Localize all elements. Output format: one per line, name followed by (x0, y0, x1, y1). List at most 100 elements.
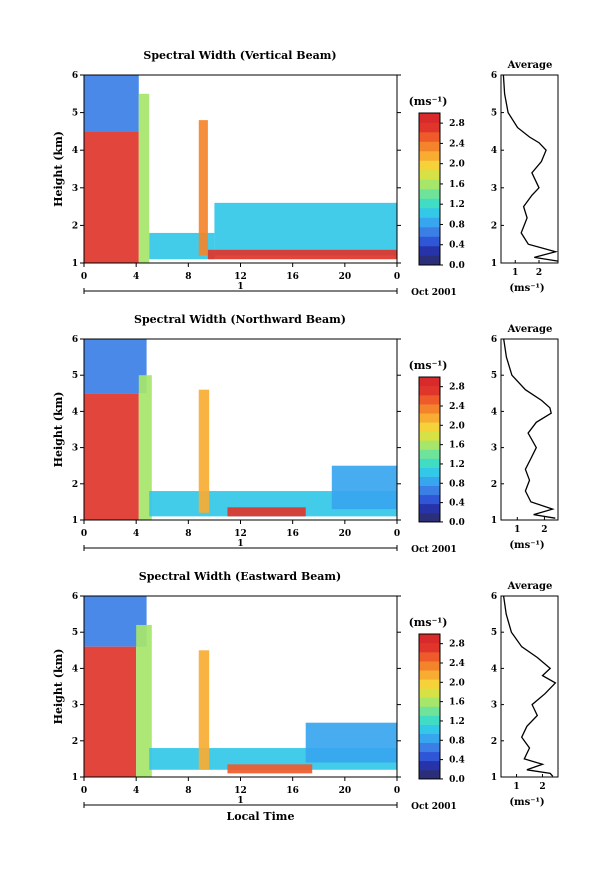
date-label: Oct 2001 (411, 545, 457, 555)
heatmap-cell-1 (84, 646, 137, 777)
colorbar-segment (419, 141, 440, 152)
x-tick-label: 0 (81, 272, 87, 282)
average-y-tick-label: 6 (491, 592, 497, 602)
colorbar-label: 2.0 (449, 421, 465, 431)
x-tick-label: 0 (81, 529, 87, 539)
colorbar-label: 2.4 (449, 139, 465, 149)
colorbar-segment (419, 179, 440, 190)
colorbar-unit: (ms⁻¹) (409, 95, 448, 108)
panel-title: Spectral Width (Vertical Beam) (143, 49, 336, 62)
colorbar-label: 0.8 (449, 479, 465, 489)
heatmap-cell-4 (198, 650, 210, 770)
date-label: Oct 2001 (411, 802, 457, 812)
colorbar-label: 0.0 (449, 775, 465, 785)
y-tick-label: 1 (72, 773, 78, 783)
colorbar-unit: (ms⁻¹) (409, 359, 448, 372)
x-axis-label: Local Time (227, 810, 295, 823)
colorbar-label: 0.0 (449, 518, 465, 528)
colorbar-unit: (ms⁻¹) (409, 616, 448, 629)
average-x-axis-label: (ms⁻¹) (509, 797, 544, 808)
colorbar-segment (419, 377, 440, 387)
x-tick-label: 8 (185, 272, 191, 282)
panel-2: Spectral Width (Northward Beam)123456Hei… (52, 313, 559, 555)
average-title: Average (507, 581, 553, 592)
x-tick-label: 16 (286, 786, 299, 796)
colorbar-segment (419, 217, 440, 228)
colorbar-segment (419, 440, 440, 450)
average-frame (500, 595, 559, 778)
colorbar-segment (419, 706, 440, 716)
x-tick-label: 20 (339, 272, 352, 282)
colorbar-label: 2.0 (449, 160, 465, 170)
y-tick-label: 4 (72, 146, 78, 156)
heatmap-cell-1 (84, 131, 139, 263)
colorbar-segment (419, 697, 440, 707)
y-tick-label: 3 (72, 701, 78, 711)
colorbar-segment (419, 422, 440, 432)
average-y-tick-label: 2 (491, 480, 497, 490)
average-x-tick-label: 1 (512, 268, 518, 278)
colorbar-segment (419, 413, 440, 423)
colorbar-segment (419, 652, 440, 662)
colorbar-label: 1.2 (449, 460, 465, 470)
colorbar-segment (419, 236, 440, 247)
average-y-tick-label: 1 (491, 773, 497, 783)
y-tick-label: 1 (72, 259, 78, 269)
x-tick-label: 0 (394, 529, 400, 539)
average-y-tick-label: 3 (491, 444, 497, 454)
colorbar-frame (418, 112, 441, 266)
colorbar-label: 0.8 (449, 220, 465, 230)
colorbar-segment (419, 503, 440, 514)
colorbar-segment (419, 715, 440, 725)
colorbar-label: 2.8 (449, 383, 465, 393)
y-tick-label: 3 (72, 444, 78, 454)
colorbar-segment (419, 512, 440, 523)
colorbar-segment (419, 151, 440, 161)
average-y-tick-label: 3 (491, 701, 497, 711)
average-x-tick-label: 2 (541, 525, 547, 535)
x-tick-label: 0 (394, 786, 400, 796)
date-marker: 1 (237, 539, 243, 549)
y-tick-label: 6 (72, 71, 78, 81)
colorbar-segment (419, 733, 440, 743)
average-y-tick-label: 1 (491, 516, 497, 526)
average-y-tick-label: 4 (491, 407, 497, 417)
colorbar-label: 2.8 (449, 119, 465, 129)
colorbar-segment (419, 208, 440, 218)
average-y-tick-label: 3 (491, 184, 497, 194)
y-tick-label: 6 (72, 335, 78, 345)
colorbar-label: 0.4 (449, 756, 465, 766)
average-x-axis-label: (ms⁻¹) (509, 540, 544, 551)
date-marker: 1 (237, 282, 243, 292)
colorbar-segment (419, 160, 440, 171)
colorbar-segment (419, 386, 440, 396)
colorbar-label: 0.4 (449, 499, 465, 509)
y-tick-label: 2 (72, 221, 78, 231)
average-x-tick-label: 2 (536, 268, 542, 278)
x-tick-label: 4 (133, 272, 139, 282)
y-axis-label: Height (km) (52, 392, 65, 468)
heatmap-cell-2 (136, 624, 152, 777)
heatmap-cell-6 (331, 465, 397, 510)
date-label: Oct 2001 (411, 288, 457, 298)
y-tick-label: 5 (72, 628, 78, 638)
average-y-tick-label: 2 (491, 221, 497, 231)
x-tick-label: 0 (394, 272, 400, 282)
average-profile-line (503, 338, 556, 519)
y-tick-label: 3 (72, 184, 78, 194)
colorbar-segment (419, 476, 440, 486)
colorbar-segment (419, 760, 440, 771)
panel-title: Spectral Width (Northward Beam) (134, 313, 346, 326)
heatmap-cell-4 (198, 389, 210, 513)
average-title: Average (507, 324, 553, 335)
colorbar-segment (419, 227, 440, 237)
average-y-tick-label: 4 (491, 146, 497, 156)
colorbar-segment (419, 198, 440, 209)
colorbar-label: 1.6 (449, 441, 465, 451)
colorbar-segment (419, 769, 440, 780)
x-tick-label: 16 (286, 272, 299, 282)
colorbar-segment (419, 634, 440, 644)
colorbar-segment (419, 449, 440, 459)
panel-3: Spectral Width (Eastward Beam)123456Heig… (52, 570, 559, 823)
y-tick-label: 4 (72, 407, 78, 417)
